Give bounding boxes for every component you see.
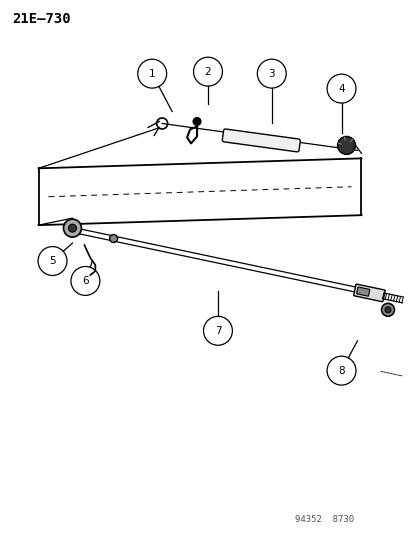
FancyBboxPatch shape xyxy=(222,129,299,152)
Circle shape xyxy=(63,219,81,237)
Text: 2: 2 xyxy=(204,67,211,77)
Text: 21E–730: 21E–730 xyxy=(13,12,71,26)
Text: 1: 1 xyxy=(149,69,155,79)
Circle shape xyxy=(68,224,76,232)
Text: 7: 7 xyxy=(214,326,221,336)
Text: 6: 6 xyxy=(82,276,88,286)
Text: 94352  8730: 94352 8730 xyxy=(294,515,354,524)
FancyBboxPatch shape xyxy=(356,287,369,296)
Circle shape xyxy=(381,303,394,316)
Text: 5: 5 xyxy=(49,256,56,266)
Circle shape xyxy=(384,307,390,313)
Circle shape xyxy=(192,117,201,125)
FancyBboxPatch shape xyxy=(353,284,384,302)
Text: 8: 8 xyxy=(337,366,344,376)
Text: 4: 4 xyxy=(337,84,344,94)
Circle shape xyxy=(109,235,117,243)
Circle shape xyxy=(337,136,355,155)
Text: 3: 3 xyxy=(268,69,274,79)
